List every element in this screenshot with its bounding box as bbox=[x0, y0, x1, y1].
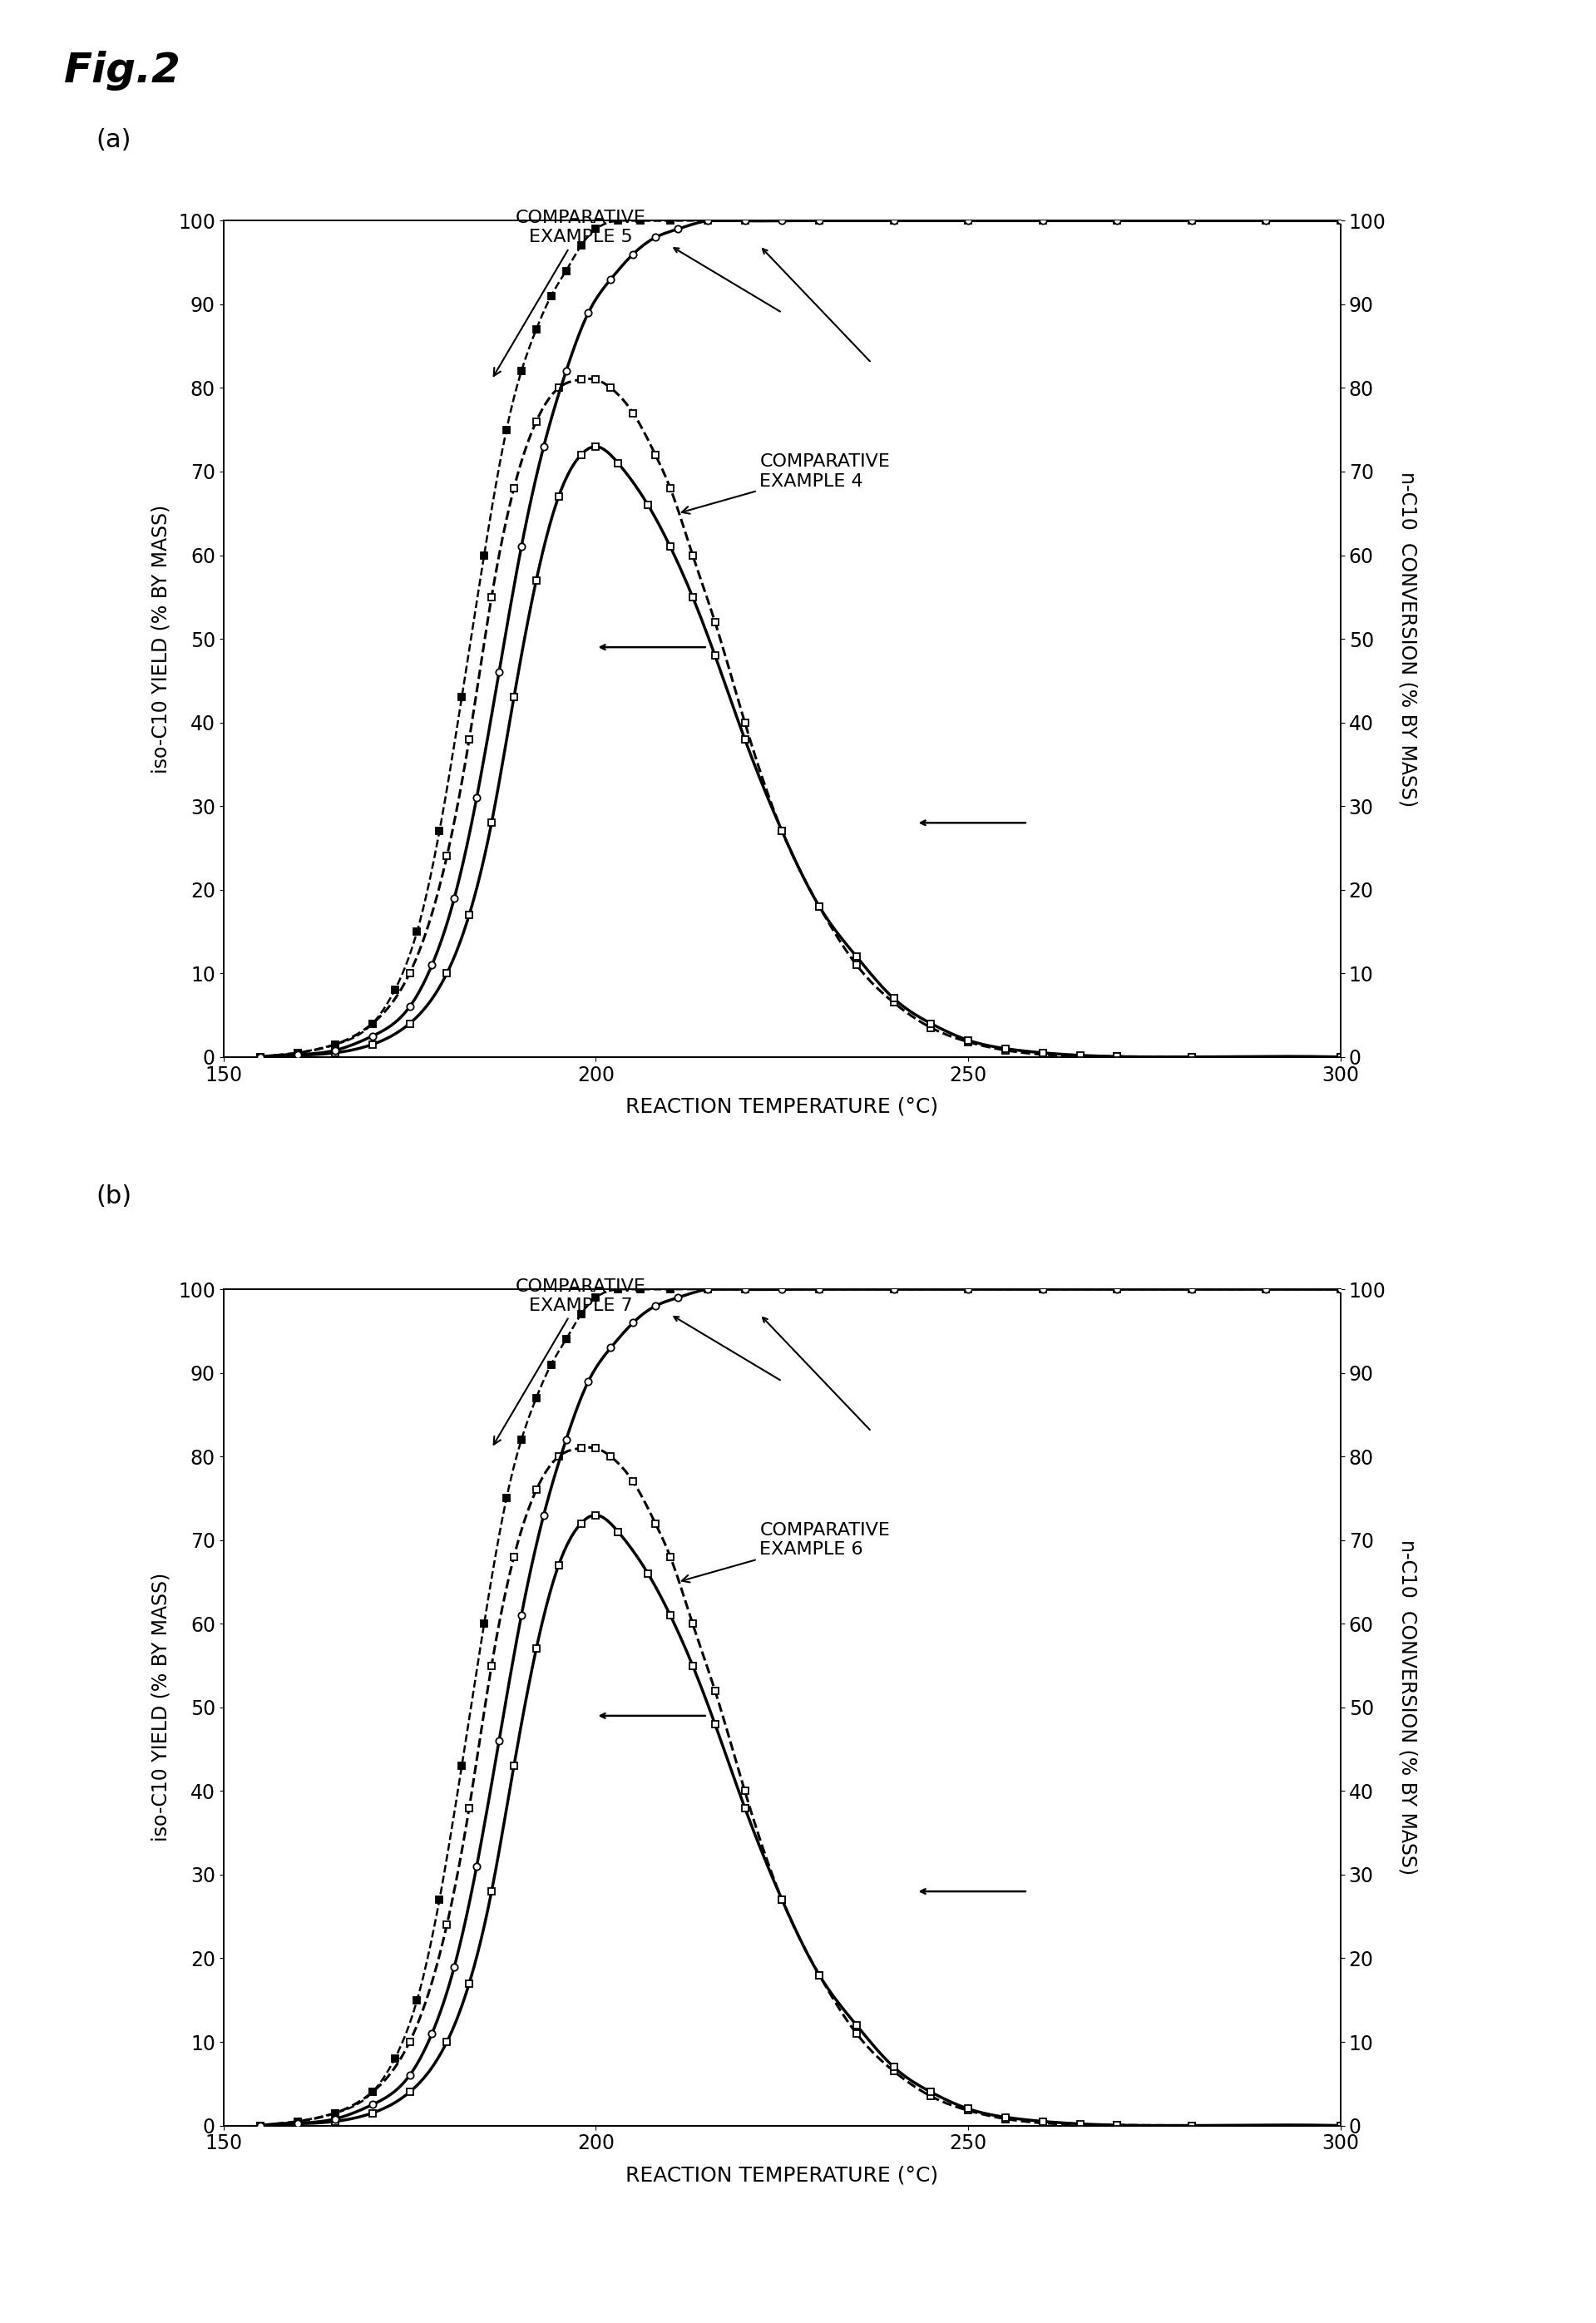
Text: COMPARATIVE
EXAMPLE 7: COMPARATIVE EXAMPLE 7 bbox=[493, 1278, 646, 1445]
X-axis label: REACTION TEMPERATURE (°C): REACTION TEMPERATURE (°C) bbox=[626, 1096, 938, 1117]
Text: COMPARATIVE
EXAMPLE 6: COMPARATIVE EXAMPLE 6 bbox=[681, 1522, 891, 1582]
Text: COMPARATIVE
EXAMPLE 5: COMPARATIVE EXAMPLE 5 bbox=[493, 209, 646, 376]
Y-axis label: iso-C10 YIELD (% BY MASS): iso-C10 YIELD (% BY MASS) bbox=[152, 504, 171, 774]
Text: (a): (a) bbox=[96, 128, 131, 151]
Text: (b): (b) bbox=[96, 1185, 131, 1208]
X-axis label: REACTION TEMPERATURE (°C): REACTION TEMPERATURE (°C) bbox=[626, 2165, 938, 2186]
Text: COMPARATIVE
EXAMPLE 4: COMPARATIVE EXAMPLE 4 bbox=[681, 453, 891, 513]
Y-axis label: n-C10  CONVERSION (% BY MASS): n-C10 CONVERSION (% BY MASS) bbox=[1398, 472, 1417, 806]
Y-axis label: iso-C10 YIELD (% BY MASS): iso-C10 YIELD (% BY MASS) bbox=[152, 1573, 171, 1842]
Text: Fig.2: Fig.2 bbox=[64, 51, 180, 91]
Y-axis label: n-C10  CONVERSION (% BY MASS): n-C10 CONVERSION (% BY MASS) bbox=[1398, 1540, 1417, 1875]
